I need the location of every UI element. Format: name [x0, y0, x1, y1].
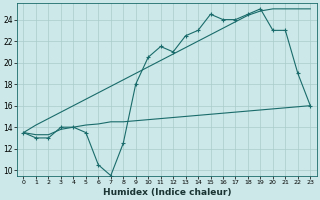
X-axis label: Humidex (Indice chaleur): Humidex (Indice chaleur)	[103, 188, 231, 197]
